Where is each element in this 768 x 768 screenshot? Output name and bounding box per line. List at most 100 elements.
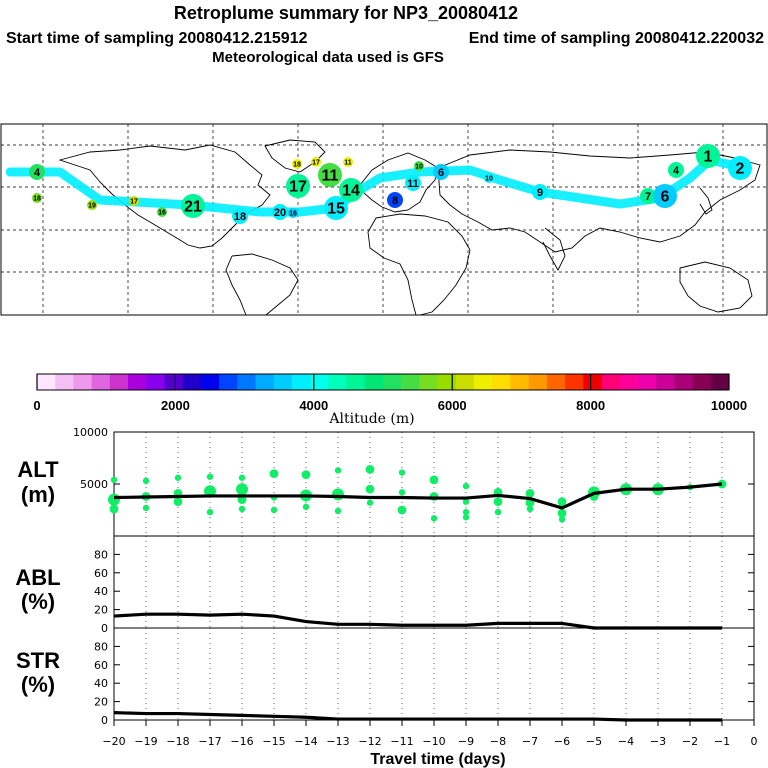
altitude-point <box>142 477 150 485</box>
altitude-point <box>142 504 150 512</box>
str-unit-label: (%) <box>21 672 55 697</box>
x-tick-label: −15 <box>262 735 285 748</box>
y-tick-label: 40 <box>94 677 108 690</box>
plume-day-label: 10 <box>485 175 493 182</box>
y-tick-label: 0 <box>101 622 108 635</box>
altitude-point <box>332 488 344 501</box>
altitude-point <box>238 474 246 481</box>
plume-day-label: 11 <box>344 159 352 166</box>
y-tick-label: 80 <box>94 548 108 561</box>
plume-marker <box>288 208 298 218</box>
plume-marker <box>387 192 403 208</box>
colorbar-swatch <box>164 374 184 390</box>
x-tick-label: −12 <box>358 735 381 748</box>
altitude-point <box>334 507 342 515</box>
colorbar-swatch <box>182 374 202 390</box>
altitude-point <box>462 508 470 516</box>
plume-day-label: 19 <box>88 202 96 209</box>
australia-coast <box>679 261 753 313</box>
plume-marker <box>433 164 449 180</box>
altitude-point <box>365 465 375 474</box>
colorbar-swatch <box>383 374 402 390</box>
colorbar-swatch <box>346 374 366 390</box>
colorbar-swatch <box>455 374 475 390</box>
altitude-point <box>398 469 406 476</box>
end-time-label: End time of sampling 20080412.220032 <box>469 30 764 47</box>
plume-marker <box>286 174 310 198</box>
plume-day-label: 2 <box>736 161 745 178</box>
plume-day-label: 11 <box>322 168 339 185</box>
y-tick-label: 0 <box>101 714 108 727</box>
colorbar-swatch <box>710 374 730 390</box>
alt-panel: 5000 10000 <box>73 426 755 537</box>
plume-marker <box>32 193 42 203</box>
colorbar-tick-label: 10000 <box>711 398 747 413</box>
plume-marker <box>292 159 302 169</box>
x-tick-label: −16 <box>230 735 253 748</box>
altitude-point <box>238 505 246 513</box>
plume-day-label: 4 <box>34 167 41 179</box>
x-tick-label: −6 <box>554 735 570 748</box>
colorbar-swatch <box>128 374 147 390</box>
plume-day-label: 14 <box>342 183 360 200</box>
x-tick-label: −2 <box>682 735 698 748</box>
colorbar-swatch <box>146 374 165 390</box>
plume-day-label: 16 <box>158 209 166 216</box>
altitude-point <box>365 484 375 494</box>
plume-day-label: 17 <box>130 198 138 205</box>
x-tick-label: −11 <box>390 735 413 748</box>
y-tick-label: 60 <box>94 659 108 672</box>
colorbar-swatch <box>492 374 511 390</box>
altitude-point <box>462 498 470 505</box>
altitude-point <box>174 474 182 481</box>
altitude-point <box>108 493 120 506</box>
x-tick-label: −7 <box>522 735 538 748</box>
start-time-label: Start time of sampling 20080412.215912 <box>6 30 308 47</box>
altitude-point <box>557 508 567 518</box>
colorbar-tick-label: 6000 <box>438 398 467 413</box>
colorbar-swatch <box>565 374 584 390</box>
colorbar-swatch <box>219 374 238 390</box>
altitude-point <box>525 488 535 498</box>
plume-marker <box>324 196 348 220</box>
alt-label: ALT <box>17 457 59 482</box>
abl-panel: 0 20 40 60 80 <box>94 536 755 635</box>
x-tick-label: −9 <box>458 735 474 748</box>
y-tick-label: 5000 <box>80 478 108 491</box>
altitude-point <box>558 516 566 523</box>
colorbar-swatch <box>583 374 603 390</box>
x-tick-label: −3 <box>650 735 666 748</box>
altitude-point <box>110 476 118 484</box>
altitude-point <box>334 467 342 474</box>
colorbar-swatch <box>419 374 439 390</box>
x-tick-label: −4 <box>618 735 634 748</box>
altitude-point <box>494 508 502 516</box>
plume-day-label: 1 <box>704 149 713 166</box>
plume-marker <box>318 163 342 187</box>
colorbar-swatch <box>637 374 657 390</box>
colorbar-swatch <box>291 374 311 390</box>
africa-coast <box>367 213 471 316</box>
plume-day-label: 6 <box>661 189 670 206</box>
altitude-point <box>206 473 214 480</box>
japan-coast <box>699 187 713 215</box>
plume-marker <box>640 188 656 204</box>
plume-day-label: 6 <box>438 167 444 179</box>
colorbar-swatch <box>255 374 275 390</box>
plume-day-label: 18 <box>33 195 41 202</box>
plume-marker <box>343 157 353 167</box>
colorbar-swatch <box>37 374 56 390</box>
altitude-point <box>526 505 534 513</box>
colorbar-swatch <box>510 374 530 390</box>
altitude-point <box>109 504 119 514</box>
altitude-point <box>206 508 214 516</box>
y-tick-label: 20 <box>94 604 108 617</box>
y-tick-label: 80 <box>94 640 108 653</box>
plume-marker <box>272 204 288 220</box>
colorbar-swatch <box>619 374 639 390</box>
plume-day-label: 9 <box>537 187 543 199</box>
plume-day-label: 17 <box>289 179 307 196</box>
